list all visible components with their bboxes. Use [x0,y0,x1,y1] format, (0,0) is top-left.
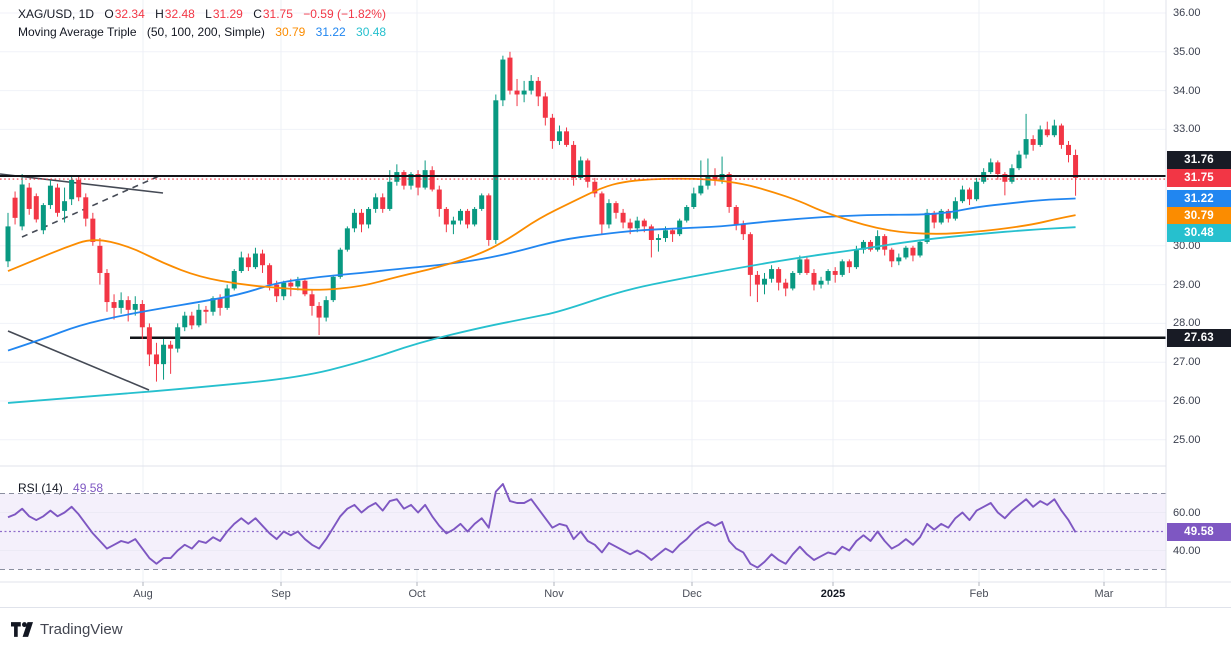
sma-50-line [7,177,1076,291]
ma50-value: 30.79 [275,25,306,39]
sma-100-line [7,197,1076,352]
symbol-legend[interactable]: XAG/USD, 1D O32.34 H32.48 L31.29 C31.75 … [18,7,386,21]
price-label-badge: 30.79 [1167,207,1231,225]
rsi-line [7,483,1077,569]
price-tick[interactable]: 25.00 [1173,433,1201,446]
ma200-value: 30.48 [356,25,387,39]
price-tick[interactable]: 34.00 [1173,84,1201,97]
ma-indicator-name: Moving Average Triple [18,25,137,39]
price-tick[interactable]: 35.00 [1173,45,1201,58]
close-value: 31.75 [262,7,293,21]
open-label: O [104,7,114,21]
price-tick[interactable]: 28.00 [1173,317,1201,330]
open-value: 32.34 [114,7,145,21]
ma-legend[interactable]: Moving Average Triple (50, 100, 200, Sim… [18,25,386,39]
time-axis-label[interactable]: Feb [969,588,989,600]
low-value: 31.29 [212,7,243,21]
tradingview-logo[interactable]: TradingView [11,620,123,639]
time-axis-label[interactable]: Nov [544,588,564,600]
rsi-tick[interactable]: 60.00 [1173,506,1201,519]
time-axis-label[interactable]: Dec [682,588,702,600]
high-label: H [155,7,164,21]
symbol-title: XAG/USD, 1D [18,7,95,21]
time-axis-label[interactable]: Mar [1094,588,1114,600]
change-value: −0.59 (−1.82%) [303,7,386,21]
rsi-indicator-name: RSI [18,481,39,495]
price-label-badge: 27.63 [1167,329,1231,347]
time-axis-label[interactable]: Oct [408,588,426,600]
time-axis-label[interactable]: Aug [133,588,153,600]
price-tick[interactable]: 27.00 [1173,356,1201,369]
rsi-tick[interactable]: 40.00 [1173,544,1201,557]
price-tick[interactable]: 29.00 [1173,278,1201,291]
ma100-value: 31.22 [315,25,346,39]
high-value: 32.48 [164,7,195,21]
price-tick[interactable]: 26.00 [1173,395,1201,407]
price-tick[interactable]: 33.00 [1173,123,1201,136]
rsi-value: 49.58 [73,481,104,495]
time-axis-label[interactable]: Sep [271,588,291,600]
price-label-badge: 31.75 [1167,169,1231,187]
lower-descending-trendline [7,330,150,391]
rsi-params: (14) [41,481,63,495]
price-tick[interactable]: 30.00 [1173,239,1201,252]
low-label: L [205,7,212,21]
tradingview-wordmark: TradingView [40,621,123,638]
price-label-badge: 31.76 [1167,151,1231,169]
tradingview-glyph-icon [11,622,33,637]
rsi-legend[interactable]: RSI (14) 49.58 [18,481,103,495]
time-axis-label[interactable]: 2025 [820,588,846,600]
sma-200-line [7,226,1076,404]
price-label-badge: 31.22 [1167,190,1231,208]
price-tick[interactable]: 36.00 [1173,7,1201,19]
descending-trendline [0,173,164,194]
ma-params: (50, 100, 200, Simple) [146,25,265,39]
rsi-label-badge: 49.58 [1167,523,1231,542]
close-label: C [253,7,262,21]
price-label-badge: 30.48 [1167,224,1231,242]
